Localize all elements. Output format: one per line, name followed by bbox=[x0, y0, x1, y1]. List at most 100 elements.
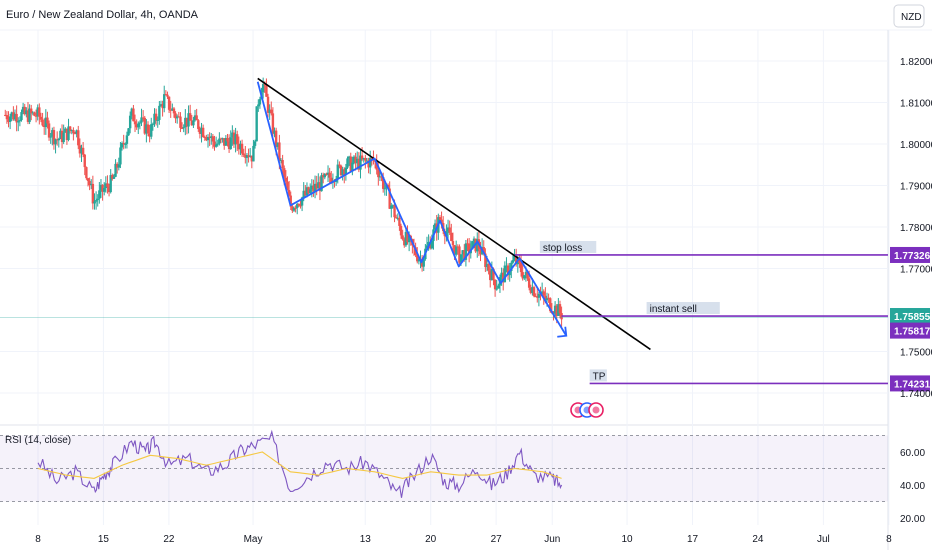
candle-down bbox=[281, 160, 284, 169]
candle-down bbox=[263, 84, 266, 86]
rsi-ma-line bbox=[37, 451, 562, 479]
candle-up bbox=[104, 183, 108, 189]
candle-down bbox=[399, 225, 403, 236]
candle-down bbox=[321, 175, 325, 178]
candle-up bbox=[352, 156, 356, 163]
candle-down bbox=[91, 183, 95, 204]
candle-down bbox=[41, 119, 44, 126]
candle-up bbox=[124, 143, 127, 145]
candle-up bbox=[513, 256, 516, 261]
level-label-bg-1 bbox=[646, 302, 720, 315]
candle-down bbox=[161, 104, 164, 109]
price-tick-label: 1.81000 bbox=[900, 99, 932, 110]
price-tag-2[interactable] bbox=[890, 375, 930, 392]
candle-up bbox=[184, 117, 187, 128]
candle-down bbox=[232, 132, 236, 145]
candle-down bbox=[401, 235, 404, 240]
candle-up bbox=[313, 183, 317, 192]
candle-up bbox=[308, 189, 312, 194]
candle-down bbox=[325, 173, 328, 175]
level-label-0: stop loss bbox=[543, 243, 582, 254]
candle-up bbox=[279, 160, 283, 162]
zigzag-pattern[interactable] bbox=[256, 81, 568, 337]
candle-down bbox=[357, 158, 361, 170]
current-price-tag[interactable] bbox=[890, 322, 930, 339]
drawings[interactable]: stop loss instant sell TP bbox=[0, 77, 888, 418]
candle-up bbox=[75, 130, 78, 134]
candle-down bbox=[493, 279, 497, 290]
price-tag-1[interactable] bbox=[890, 308, 930, 325]
candle-up bbox=[117, 164, 121, 168]
candle-up bbox=[140, 117, 143, 123]
candle-down bbox=[38, 107, 41, 117]
rsi-tick-label: 40.00 bbox=[900, 481, 925, 492]
rsi-line bbox=[37, 429, 563, 498]
candle-up bbox=[80, 147, 83, 154]
candle-up bbox=[96, 198, 99, 201]
candle-up bbox=[234, 134, 237, 145]
candle-down bbox=[338, 164, 341, 166]
candle-down bbox=[315, 183, 318, 189]
candle-up bbox=[341, 169, 344, 176]
candle-up bbox=[158, 105, 161, 120]
candle-up bbox=[383, 188, 387, 190]
candle-up bbox=[28, 108, 31, 122]
candle-down bbox=[484, 253, 487, 268]
rsi-tick-label: 20.00 bbox=[900, 514, 925, 525]
price-tag-0[interactable] bbox=[890, 246, 930, 263]
candle-up bbox=[459, 254, 463, 263]
candle-up bbox=[500, 272, 503, 278]
candle-up bbox=[495, 288, 498, 290]
currency-badge[interactable]: NZD bbox=[893, 4, 925, 28]
candle-up bbox=[17, 121, 20, 123]
date-tick-label: Jul bbox=[817, 534, 830, 545]
candle-up bbox=[261, 84, 265, 93]
candle-down bbox=[349, 156, 352, 172]
candle-down bbox=[463, 250, 466, 260]
candle-up bbox=[112, 176, 116, 179]
candle-up bbox=[176, 116, 179, 119]
candle-down bbox=[26, 110, 30, 122]
price-tick-label: 1.80000 bbox=[900, 140, 932, 151]
candle-down bbox=[394, 217, 398, 219]
candle-down bbox=[172, 108, 176, 114]
candle-down bbox=[270, 109, 273, 114]
candle-up bbox=[114, 163, 117, 177]
candle-up bbox=[216, 143, 219, 145]
price-tick-label: 1.74000 bbox=[900, 389, 932, 400]
candle-up bbox=[239, 143, 242, 150]
candle-down bbox=[250, 155, 254, 162]
chart-title: Euro / New Zealand Dollar, 4h, OANDA bbox=[6, 9, 199, 21]
date-tick-label: 10 bbox=[621, 534, 633, 545]
candle-down bbox=[307, 187, 310, 194]
candle-down bbox=[52, 130, 56, 145]
price-axis[interactable]: 1.77326 1.75855 1.74231 1.75817 1.82000 1.810… bbox=[890, 57, 932, 525]
candle-down bbox=[492, 268, 495, 280]
candle-up bbox=[346, 158, 349, 168]
candle-down bbox=[88, 180, 91, 186]
candle-down bbox=[370, 157, 374, 159]
candle-down bbox=[236, 134, 239, 144]
candle-down bbox=[247, 155, 250, 157]
candle-down bbox=[549, 298, 552, 312]
candle-up bbox=[310, 185, 314, 190]
candle-down bbox=[174, 113, 177, 119]
candle-down bbox=[489, 270, 492, 281]
level-label-2: TP bbox=[593, 371, 606, 382]
candle-up bbox=[62, 132, 65, 143]
candle-up bbox=[59, 130, 62, 139]
candle-up bbox=[54, 139, 57, 145]
candle-down bbox=[133, 121, 137, 125]
candle-down bbox=[166, 94, 169, 97]
candle-up bbox=[320, 175, 323, 192]
candle-up bbox=[485, 263, 489, 268]
candle-down bbox=[85, 167, 88, 179]
candle-up bbox=[471, 241, 474, 250]
date-axis[interactable]: 8 15 22 May 13 20 27 Jun 10 17 24 Jul 8 bbox=[35, 534, 892, 545]
candle-up bbox=[378, 176, 382, 178]
candle-down bbox=[364, 157, 367, 161]
candle-down bbox=[77, 130, 80, 146]
trendline[interactable] bbox=[257, 77, 651, 351]
